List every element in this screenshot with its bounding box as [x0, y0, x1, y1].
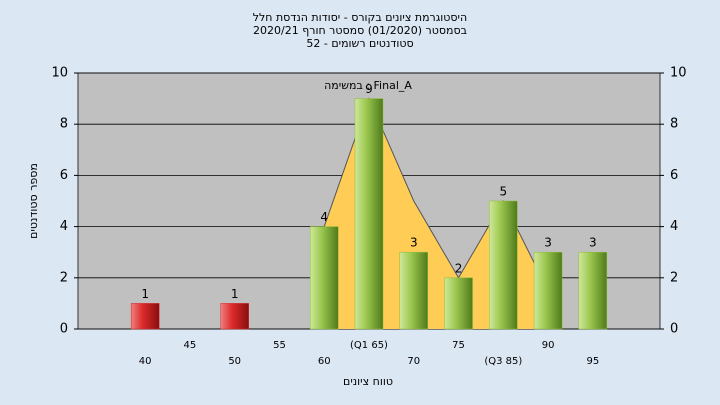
y2-tick-label: 6 [670, 168, 678, 183]
y2-tick-label: 10 [670, 66, 687, 81]
y2-tick-label: 0 [670, 322, 678, 337]
y2-tick-label: 4 [670, 219, 678, 234]
data-label: 3 [544, 236, 552, 250]
x-tick-label: 50 [228, 356, 241, 367]
bar [130, 303, 160, 330]
data-label: 4 [320, 210, 328, 224]
x-tick-label: (Q1 65) [350, 340, 388, 351]
bar [489, 200, 518, 330]
bar [220, 303, 249, 330]
x-tick-label: 95 [586, 356, 599, 367]
bar [578, 251, 608, 330]
y2-tick-label: 2 [670, 270, 678, 285]
data-label: 1 [141, 287, 149, 301]
x-tick-label: 60 [318, 356, 331, 367]
bar [444, 277, 473, 330]
x-tick-label: 40 [139, 356, 152, 367]
title: בסמסטר (01/2020) סמסטר חורף 2020/21 [253, 24, 467, 37]
data-label: 2 [455, 261, 463, 275]
x-tick-label: 70 [407, 356, 420, 367]
annotation: Final_A : במשימה [324, 79, 412, 92]
data-label: 5 [499, 185, 507, 199]
data-label: 1 [231, 287, 239, 301]
bar [399, 251, 429, 330]
y-tick-label: 6 [60, 168, 68, 183]
data-label: 9 [365, 82, 373, 96]
title: היסטוגרמת ציונים בקורס - יסודות הנדסת חל… [253, 11, 467, 24]
x-tick-label: 90 [542, 340, 555, 351]
y-axis-label: מספר סטודנטים [27, 163, 40, 239]
title: סטודנטים רשומים - 52 [306, 37, 413, 50]
bar [309, 226, 339, 330]
bar [354, 98, 384, 330]
y-tick-label: 10 [51, 66, 68, 81]
y-tick-label: 0 [60, 322, 68, 337]
x-axis-label: טווח ציונים [343, 375, 393, 388]
x-tick-label: 45 [184, 340, 197, 351]
x-tick-label: 75 [452, 340, 465, 351]
bar [533, 251, 563, 330]
y-tick-label: 8 [60, 117, 68, 132]
y-tick-label: 2 [60, 270, 68, 285]
x-tick-label: 55 [273, 340, 286, 351]
x-tick-label: (Q3 85) [484, 356, 522, 367]
data-label: 3 [589, 236, 597, 250]
y2-tick-label: 8 [670, 117, 678, 132]
y-tick-label: 4 [60, 219, 68, 234]
data-label: 3 [410, 236, 418, 250]
